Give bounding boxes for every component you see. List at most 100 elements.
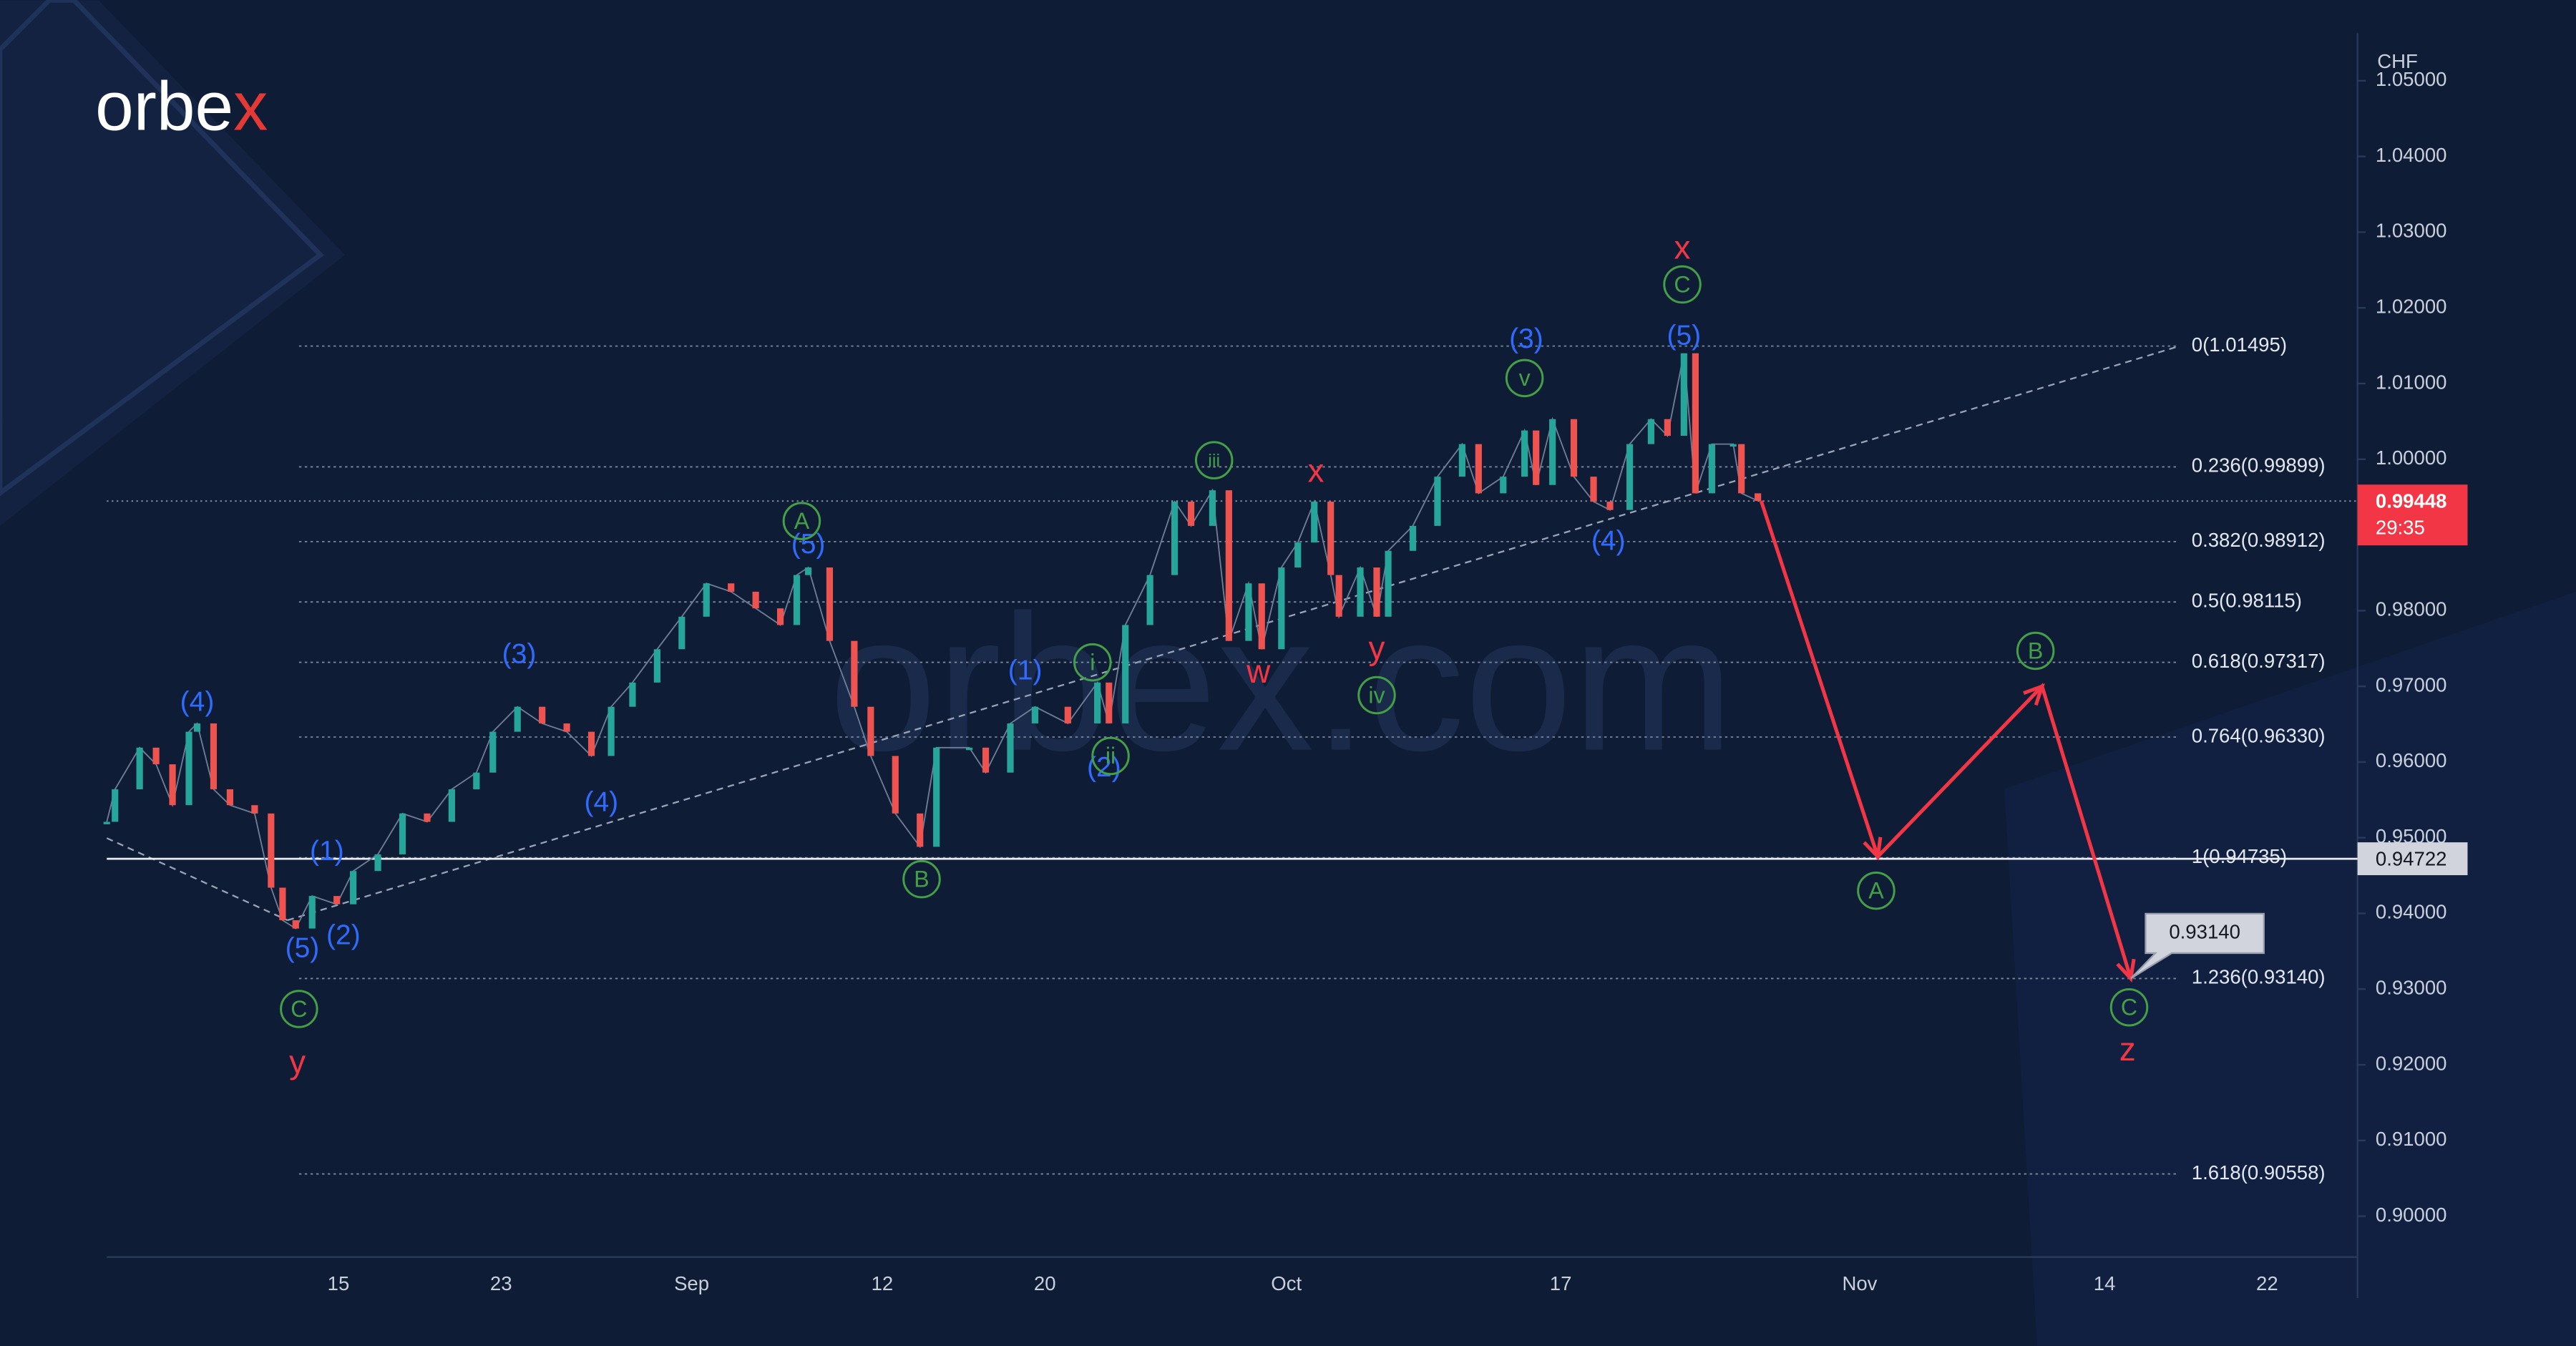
logo-text: orbe xyxy=(95,69,233,145)
fib-label: 0.382(0.98912) xyxy=(2192,529,2326,551)
candle xyxy=(1146,575,1153,625)
candle xyxy=(424,813,431,822)
candle xyxy=(448,789,455,822)
candle xyxy=(489,731,497,773)
x-tick-label: 12 xyxy=(872,1272,894,1294)
wave-label: ii xyxy=(1106,743,1116,769)
candle xyxy=(1626,444,1634,510)
x-tick-label: 17 xyxy=(1550,1272,1572,1294)
trend-line xyxy=(287,346,2177,922)
wave-circle xyxy=(2016,631,2055,670)
fib-label: 0.764(0.96330) xyxy=(2192,724,2326,746)
y-tick-label: 0.94000 xyxy=(2376,901,2447,923)
wave-label: A xyxy=(794,508,810,534)
decor-shape xyxy=(2004,591,2576,1346)
candle xyxy=(1031,706,1039,723)
wave-label: A xyxy=(1868,877,1884,903)
candle xyxy=(1357,567,1364,617)
wave-label: y xyxy=(289,1043,306,1081)
candle xyxy=(1187,502,1195,526)
y-tick-label: 0.93000 xyxy=(2376,977,2447,999)
y-tick-label: 0.96000 xyxy=(2376,749,2447,771)
currency-label: CHF xyxy=(2377,50,2418,72)
x-tick-label: 23 xyxy=(490,1272,512,1294)
wave-circle xyxy=(902,859,941,899)
candle xyxy=(1106,682,1113,723)
candle xyxy=(776,608,784,625)
candle xyxy=(1064,706,1071,723)
fib-label: 0(1.01495) xyxy=(2192,333,2287,356)
fib-label: 1.618(0.90558) xyxy=(2192,1161,2326,1184)
x-tick-label: 15 xyxy=(328,1272,350,1294)
candle xyxy=(851,640,858,707)
arrow-head xyxy=(1863,837,1883,861)
candle xyxy=(279,887,286,920)
wave-circle xyxy=(1091,736,1130,776)
wave-circle xyxy=(1857,871,1896,910)
candle xyxy=(374,854,381,872)
wave-label: B xyxy=(914,866,929,892)
wave-label: C xyxy=(2121,994,2137,1020)
candle xyxy=(1311,502,1318,543)
candle xyxy=(251,805,258,814)
last-price-label: 0.99448 xyxy=(2376,490,2447,512)
candle xyxy=(1409,525,1417,551)
candle xyxy=(152,747,160,765)
y-tick-label: 0.90000 xyxy=(2376,1204,2447,1226)
candle xyxy=(728,583,735,592)
fib-label: 1.236(0.93140) xyxy=(2192,966,2326,988)
y-tick-label: 0.92000 xyxy=(2376,1052,2447,1074)
candle xyxy=(892,756,899,814)
candle xyxy=(1278,567,1285,650)
candle xyxy=(608,706,615,756)
wave-label: C xyxy=(1674,271,1690,297)
wave-label: x xyxy=(1674,228,1691,265)
fib-label: 0.5(0.98115) xyxy=(2192,589,2302,611)
wave-label: (5) xyxy=(1667,320,1701,351)
wave-label: (3) xyxy=(1509,323,1543,354)
wave-label: (5) xyxy=(286,933,320,964)
candle xyxy=(1171,502,1179,575)
wave-label: (4) xyxy=(180,686,215,717)
candle xyxy=(193,723,201,732)
candle xyxy=(1475,444,1482,494)
candle xyxy=(1500,477,1507,494)
candle xyxy=(917,813,924,847)
wave-circle xyxy=(1357,676,1396,715)
wave-circle xyxy=(1505,359,1544,398)
wave-label: x xyxy=(1308,452,1324,489)
y-tick-label: 1.01000 xyxy=(2376,371,2447,393)
candle xyxy=(1606,502,1614,510)
projection-path xyxy=(1759,500,2133,980)
candle xyxy=(805,567,812,575)
candle xyxy=(399,813,406,854)
candle xyxy=(1122,625,1129,723)
candle xyxy=(703,583,710,617)
candle xyxy=(1335,575,1342,617)
candle xyxy=(268,813,275,888)
wave-label: (4) xyxy=(1591,525,1626,556)
candle xyxy=(1385,550,1392,617)
candle xyxy=(210,723,218,789)
decor-shape xyxy=(0,0,346,527)
x-tick-label: Sep xyxy=(674,1272,709,1294)
candle xyxy=(793,575,801,625)
fib-label: 0.236(0.99899) xyxy=(2192,454,2326,477)
candle xyxy=(752,591,759,609)
trend-line xyxy=(106,837,288,922)
wave-label: (4) xyxy=(584,786,618,817)
wave-label: iii xyxy=(1208,451,1220,471)
candle xyxy=(136,747,143,789)
wave-circle xyxy=(1663,265,1702,304)
candle xyxy=(1729,444,1737,447)
y-tick-label: 0.91000 xyxy=(2376,1128,2447,1150)
candle xyxy=(1294,542,1302,568)
candle xyxy=(563,723,570,732)
wave-label: iv xyxy=(1368,682,1385,708)
wave-label: v xyxy=(1519,365,1531,391)
x-tick-label: 20 xyxy=(1034,1272,1056,1294)
candle xyxy=(1245,583,1252,641)
target-label: 0.93140 xyxy=(2169,921,2240,943)
wave-label: B xyxy=(2028,638,2043,663)
